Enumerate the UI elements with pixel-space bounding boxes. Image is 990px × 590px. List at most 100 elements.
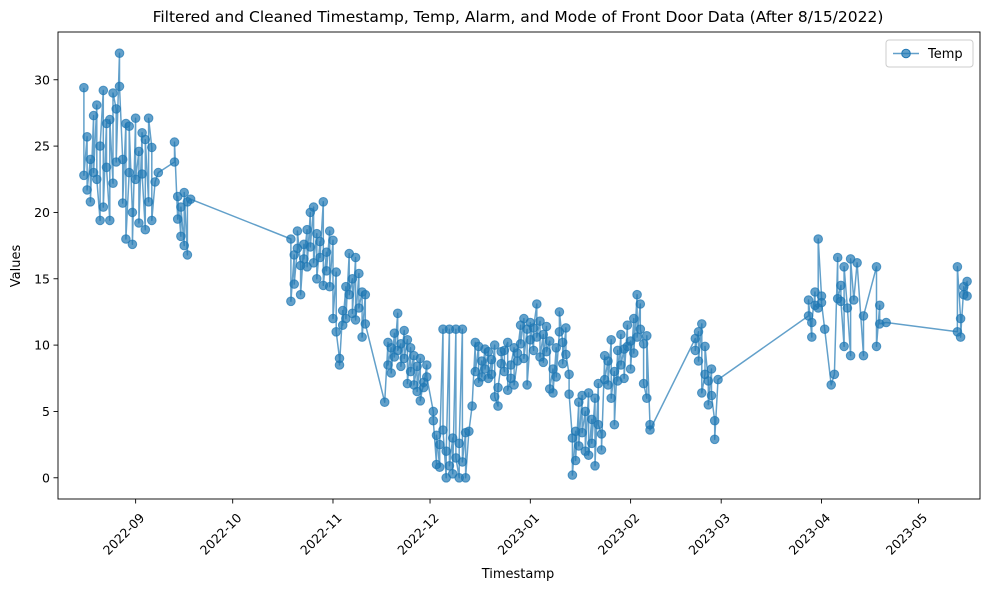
- data-point: [619, 373, 629, 384]
- data-point: [315, 252, 325, 263]
- data-point: [635, 299, 646, 309]
- data-point: [415, 396, 426, 406]
- data-point: [383, 360, 393, 370]
- y-axis: 0 5 10 15 20 25 30: [34, 72, 58, 485]
- data-point: [176, 202, 186, 212]
- data-point: [587, 438, 597, 449]
- data-point: [493, 401, 503, 411]
- data-point: [551, 343, 562, 353]
- data-point: [328, 313, 338, 324]
- data-point: [130, 174, 141, 185]
- data-point: [625, 364, 636, 374]
- data-point: [512, 348, 523, 358]
- data-point: [548, 364, 558, 374]
- data-point: [690, 345, 701, 356]
- y-tick-label: 5: [42, 404, 50, 419]
- data-point: [577, 427, 587, 438]
- data-point: [606, 335, 617, 345]
- data-point: [561, 323, 571, 333]
- data-point: [535, 316, 545, 327]
- data-point: [836, 296, 846, 307]
- data-point: [606, 393, 617, 404]
- data-point: [289, 279, 300, 289]
- y-tick-label: 15: [34, 271, 50, 286]
- data-point: [130, 113, 141, 123]
- data-point: [405, 343, 416, 353]
- data-point: [813, 234, 824, 244]
- data-point: [616, 360, 626, 370]
- legend: Temp: [885, 39, 974, 68]
- data-point: [583, 450, 594, 461]
- data-point: [153, 167, 164, 178]
- data-point: [357, 332, 367, 342]
- data-point: [140, 134, 151, 145]
- data-point: [299, 254, 309, 264]
- data-point: [629, 348, 639, 358]
- data-point: [839, 341, 849, 352]
- data-point: [713, 374, 723, 385]
- data-point: [295, 289, 306, 300]
- data-point: [706, 390, 717, 401]
- data-point: [82, 132, 92, 142]
- data-point: [308, 258, 319, 268]
- data-point: [557, 358, 568, 369]
- data-point: [557, 337, 568, 348]
- data-point: [147, 215, 157, 226]
- data-point: [596, 429, 607, 439]
- legend-label-temp: Temp: [927, 47, 963, 62]
- data-point: [428, 406, 439, 417]
- y-axis-label: Values: [9, 245, 24, 288]
- data-point: [114, 81, 125, 92]
- data-point: [829, 369, 840, 380]
- data-point: [858, 311, 869, 321]
- data-point: [486, 369, 497, 380]
- data-point: [334, 360, 345, 370]
- data-point: [402, 335, 413, 345]
- data-point: [532, 299, 542, 309]
- data-point: [286, 234, 296, 244]
- data-point: [454, 438, 465, 449]
- data-point: [955, 332, 966, 342]
- data-point: [519, 353, 529, 364]
- data-point: [308, 202, 319, 212]
- data-point: [496, 358, 507, 369]
- data-point: [849, 295, 859, 305]
- data-point: [95, 141, 105, 151]
- data-point: [392, 308, 403, 319]
- data-point: [807, 317, 817, 328]
- data-point: [489, 340, 500, 350]
- data-point: [962, 276, 972, 287]
- data-point: [95, 215, 105, 226]
- data-point: [638, 378, 649, 389]
- data-point: [324, 226, 335, 236]
- data-point: [554, 307, 565, 317]
- data-point: [596, 445, 607, 455]
- data-point: [567, 470, 578, 480]
- data-point: [360, 289, 371, 300]
- data-point: [79, 82, 89, 93]
- data-point: [803, 295, 814, 305]
- data-point: [441, 446, 452, 457]
- data-point: [422, 372, 432, 382]
- data-point: [101, 162, 112, 173]
- data-point: [480, 364, 490, 374]
- data-point: [541, 346, 552, 357]
- data-point: [493, 382, 503, 393]
- data-point: [693, 327, 704, 337]
- data-point: [328, 235, 338, 246]
- data-point: [709, 415, 720, 426]
- data-point: [515, 339, 526, 349]
- data-point: [871, 341, 882, 352]
- data-point: [483, 346, 494, 357]
- data-point: [590, 461, 600, 471]
- data-point: [593, 419, 604, 430]
- data-point: [312, 228, 322, 239]
- data-point: [638, 339, 649, 349]
- data-point: [564, 389, 574, 400]
- data-point: [185, 194, 196, 204]
- data-point: [447, 433, 458, 443]
- data-point: [305, 242, 316, 252]
- data-point: [819, 324, 830, 335]
- data-point: [693, 356, 704, 366]
